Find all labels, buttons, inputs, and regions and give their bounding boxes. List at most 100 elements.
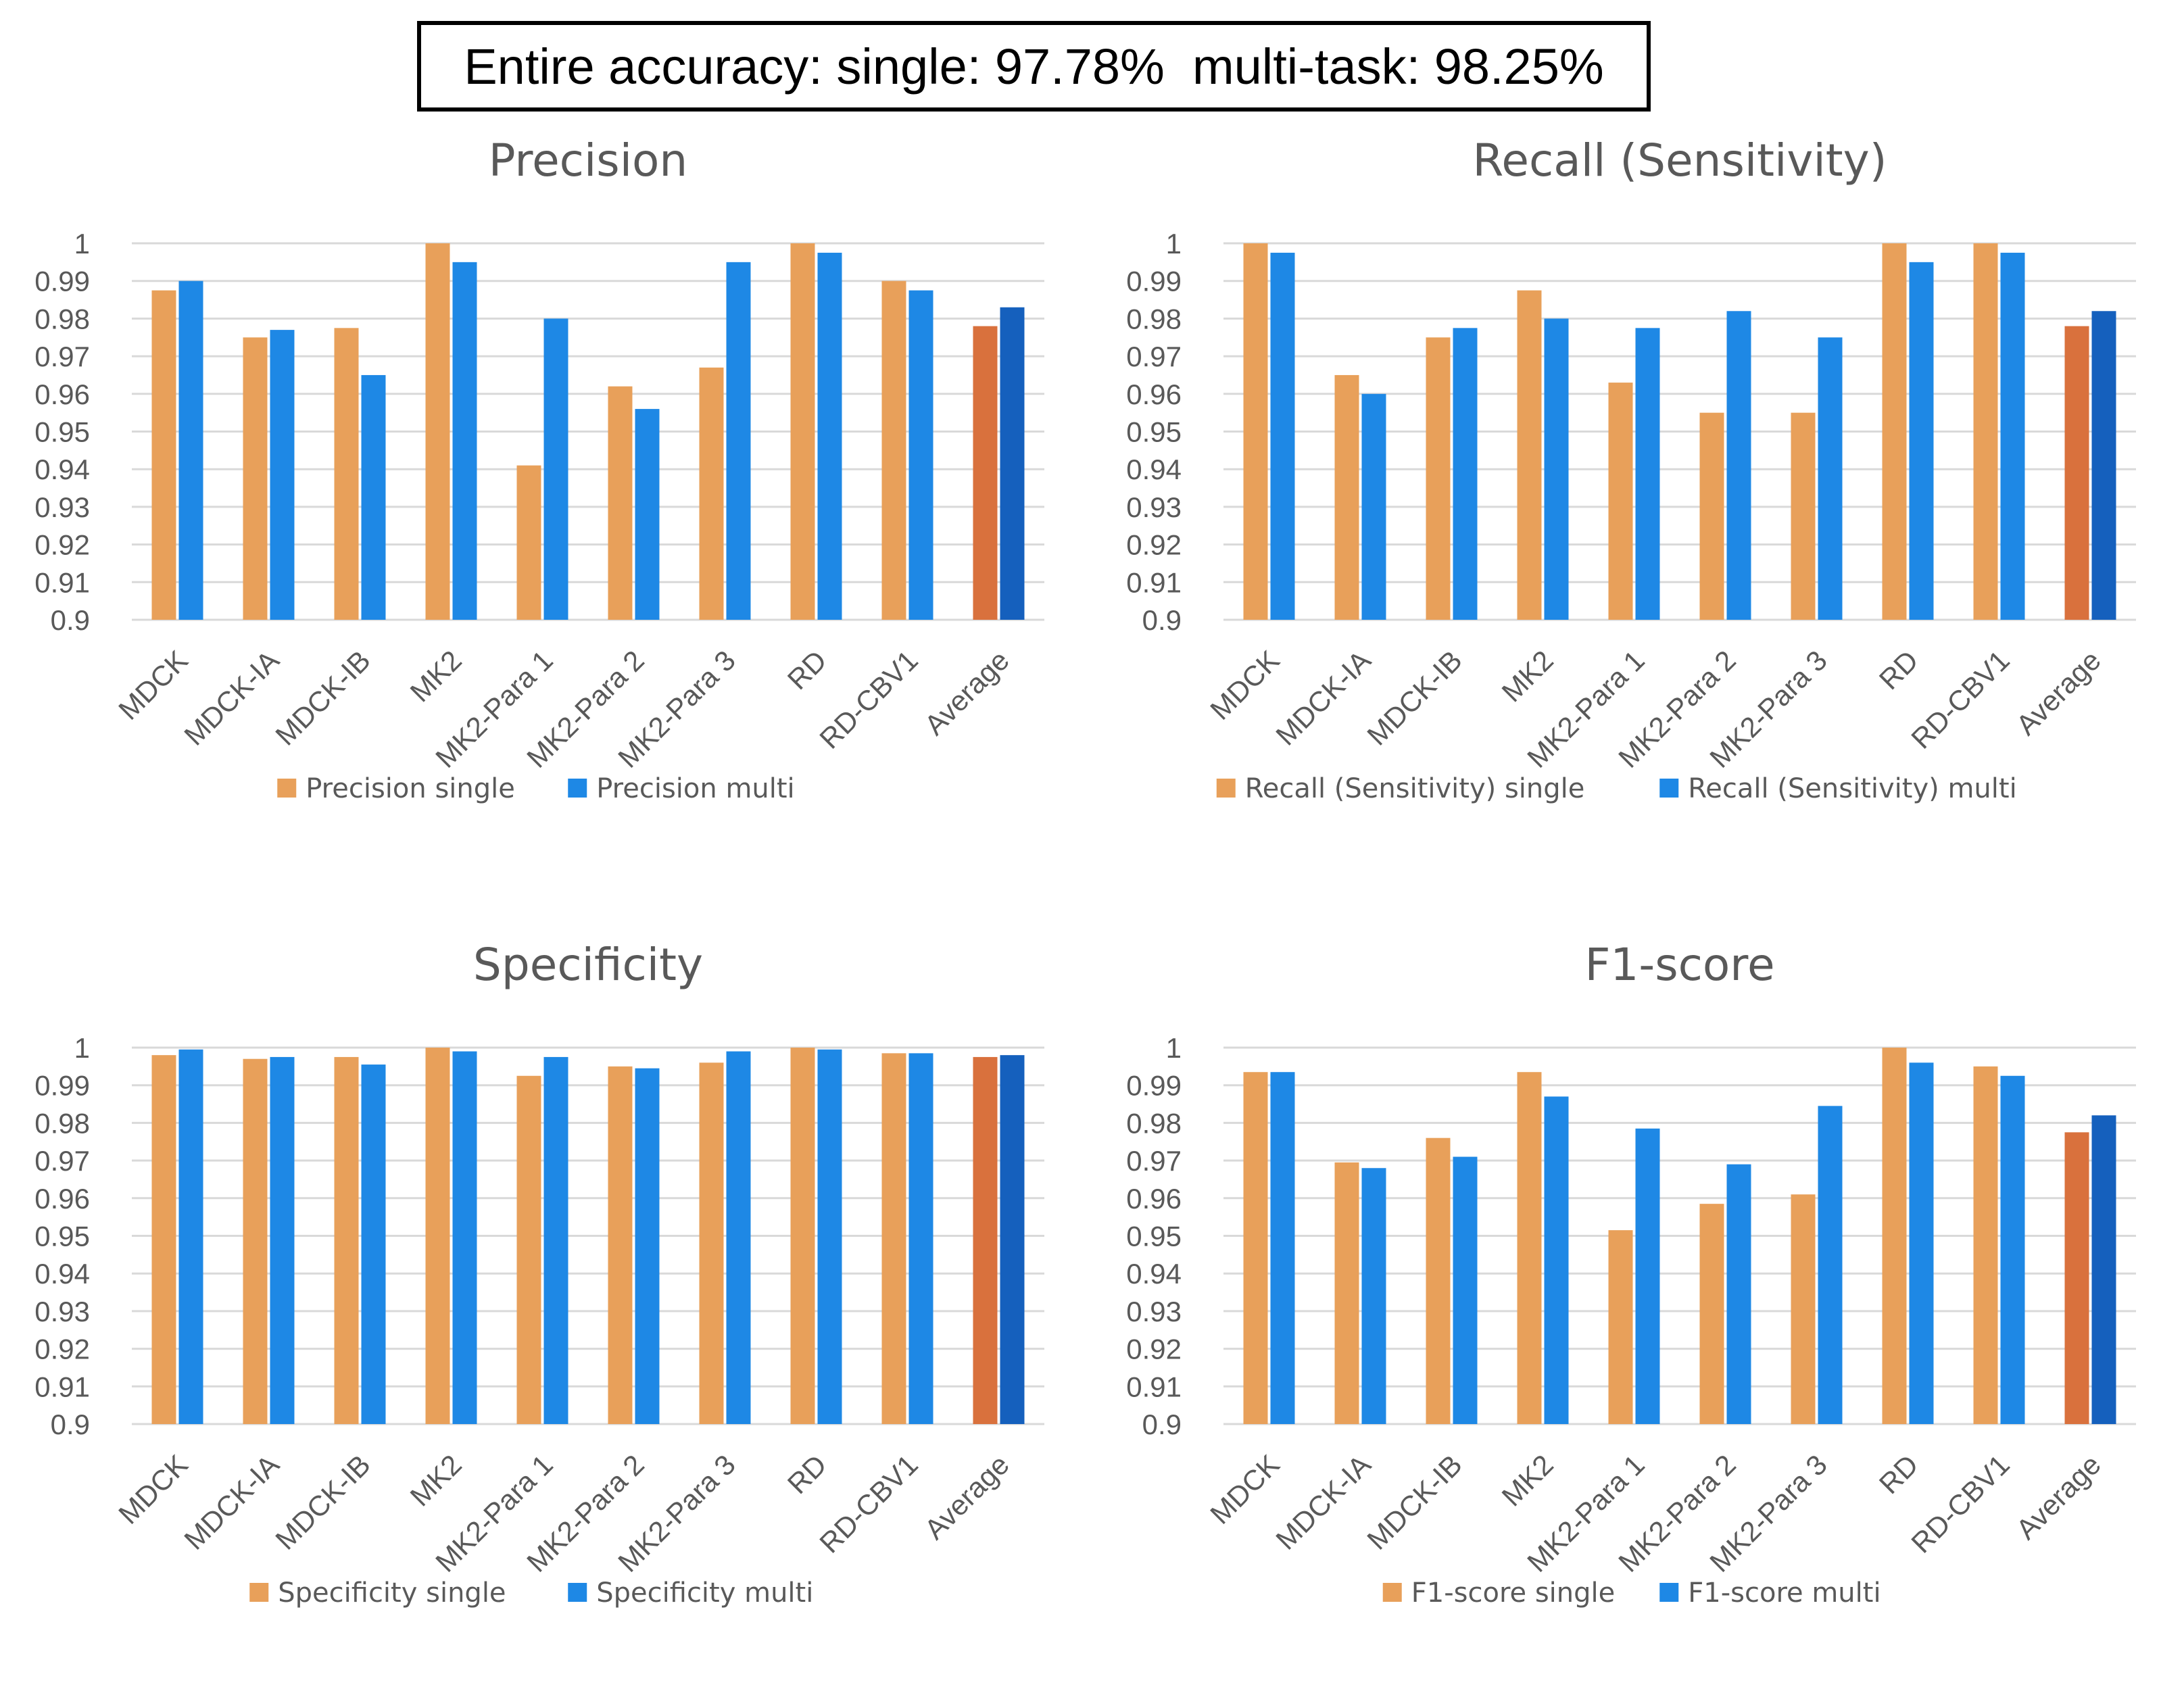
y-tick-label: 0.97: [1126, 1145, 1182, 1177]
legend-swatch-single: [277, 779, 297, 798]
bar-multi-mk2-para-3: [726, 262, 751, 620]
bar-multi-rd-cbv1: [2000, 252, 2025, 620]
category-label: RD-CBV1: [1905, 644, 2016, 755]
bar-multi-rd-cbv1: [908, 290, 933, 620]
bar-single-mdck-ib: [334, 328, 359, 620]
y-tick-label: 0.93: [1126, 1296, 1182, 1327]
legend-swatch-single: [249, 1583, 269, 1602]
y-tick-label: 0.98: [1126, 1107, 1182, 1139]
bar-multi-mk2-para-3: [1818, 1106, 1843, 1424]
y-tick-label: 0.99: [34, 1070, 90, 1102]
y-tick-label: 0.97: [34, 1145, 90, 1177]
bar-single-mk2-para-3: [699, 1062, 724, 1424]
bar-single-mdck-ib: [1426, 1137, 1451, 1424]
category-label: RD: [781, 644, 833, 695]
legend-label-single: Precision single: [306, 773, 515, 804]
y-tick-label: 0.94: [34, 1258, 90, 1290]
accuracy-summary-box: Entire accuracy: single: 97.78% multi-ta…: [417, 21, 1651, 112]
bar-multi-mk2: [452, 262, 477, 620]
bar-single-rd-cbv1: [1973, 243, 1998, 620]
bar-multi-mdck-ib: [361, 374, 386, 620]
y-tick-label: 0.9: [51, 604, 90, 636]
y-tick-label: 0.99: [34, 266, 90, 297]
y-tick-label: 0.92: [1126, 1333, 1182, 1365]
chart-title: F1-score: [1584, 939, 1774, 991]
bar-single-mk2-para-3: [1791, 412, 1816, 620]
category-label: RD-CBV1: [813, 1448, 924, 1559]
bar-multi-mk2-para-1: [543, 318, 568, 620]
legend-label-single: F1-score single: [1411, 1577, 1616, 1609]
category-label: MDCK-IB: [1361, 644, 1468, 752]
legend-label-single: Recall (Sensitivity) single: [1245, 773, 1585, 804]
category-label: MDCK-IA: [178, 1448, 285, 1556]
bar-multi-mdck-ia: [270, 1056, 295, 1424]
y-tick-label: 1: [1166, 1032, 1182, 1064]
bar-single-mk2-para-1: [516, 465, 541, 620]
bar-single-mk2: [425, 243, 450, 620]
category-label: Average: [919, 644, 1015, 741]
bar-single-mdck-ia: [243, 1058, 268, 1424]
bar-multi-rd-cbv1: [2000, 1075, 2025, 1424]
bar-multi-rd: [817, 252, 842, 620]
bar-single-rd-cbv1: [1973, 1066, 1998, 1424]
y-tick-label: 0.9: [51, 1409, 90, 1440]
bar-multi-mdck-ia: [1361, 393, 1386, 620]
y-tick-label: 0.98: [34, 1107, 90, 1139]
category-label: RD: [781, 1448, 833, 1500]
category-label: RD-CBV1: [813, 644, 924, 755]
bar-single-mdck-ia: [1334, 1162, 1359, 1424]
legend-swatch-single: [1382, 1583, 1402, 1602]
bar-single-average: [2064, 1132, 2089, 1424]
category-label: MDCK: [1204, 1448, 1286, 1530]
category-label: MDCK: [112, 644, 194, 726]
bar-multi-mdck: [1270, 1072, 1295, 1424]
y-tick-label: 0.97: [1126, 341, 1182, 372]
bar-single-mdck-ia: [1334, 374, 1359, 620]
y-tick-label: 0.94: [1126, 1258, 1182, 1290]
category-label: MK2: [404, 644, 468, 708]
y-tick-label: 0.97: [34, 341, 90, 372]
legend-swatch-multi: [1659, 1583, 1679, 1602]
chart-f1: F1-score 1 0.99 0.98 0.97 0.96 0.95 0.94 0.93 0.9…: [1126, 939, 2136, 1609]
category-label: MDCK-IA: [178, 644, 285, 752]
category-label: Average: [919, 1448, 1015, 1545]
category-label: MDCK: [112, 1448, 194, 1530]
category-label: MK2: [404, 1448, 468, 1512]
y-tick-label: 0.96: [34, 378, 90, 410]
bar-multi-mk2-para-2: [635, 1068, 660, 1424]
y-tick-label: 1: [74, 228, 90, 260]
bar-single-mdck-ib: [1426, 337, 1451, 620]
bar-multi-mk2-para-2: [1726, 311, 1751, 620]
bar-single-mk2-para-1: [1608, 1230, 1633, 1424]
y-tick-label: 0.95: [1126, 1221, 1182, 1252]
y-tick-label: 1: [1166, 228, 1182, 260]
category-label: MDCK-IA: [1269, 644, 1377, 752]
category-label: RD-CBV1: [1905, 1448, 2016, 1559]
bar-multi-rd: [1909, 1062, 1934, 1424]
y-tick-label: 0.93: [34, 491, 90, 523]
bar-single-rd-cbv1: [881, 1053, 906, 1424]
bar-single-average: [2064, 326, 2089, 620]
bar-multi-mk2: [452, 1051, 477, 1424]
chart-precision: Precision 1 0.99 0.98 0.97 0.96 0.95 0.94 0.93 0.…: [34, 134, 1044, 804]
bar-single-mk2-para-2: [1699, 412, 1724, 620]
category-label: MDCK-IB: [269, 644, 377, 752]
y-tick-label: 0.95: [1126, 416, 1182, 448]
category-label: MDCK-IB: [269, 1448, 377, 1556]
category-label: MK2: [1496, 1448, 1559, 1512]
bar-multi-mk2-para-1: [543, 1056, 568, 1424]
bar-single-mdck: [1243, 243, 1268, 620]
bar-single-mk2: [1517, 290, 1542, 620]
bar-single-average: [973, 326, 998, 620]
y-tick-label: 0.94: [34, 454, 90, 485]
y-tick-label: 0.91: [1126, 1371, 1182, 1402]
bar-multi-mk2-para-3: [726, 1051, 751, 1424]
bar-multi-average: [2091, 1115, 2116, 1424]
bar-multi-mdck: [1270, 252, 1295, 620]
bar-single-rd: [790, 1048, 815, 1424]
legend-label-multi: Recall (Sensitivity) multi: [1688, 773, 2016, 804]
category-label: MDCK-IA: [1269, 1448, 1377, 1556]
bar-multi-mdck-ib: [1453, 328, 1478, 620]
bar-multi-rd: [817, 1049, 842, 1424]
category-label: MDCK-IB: [1361, 1448, 1468, 1556]
